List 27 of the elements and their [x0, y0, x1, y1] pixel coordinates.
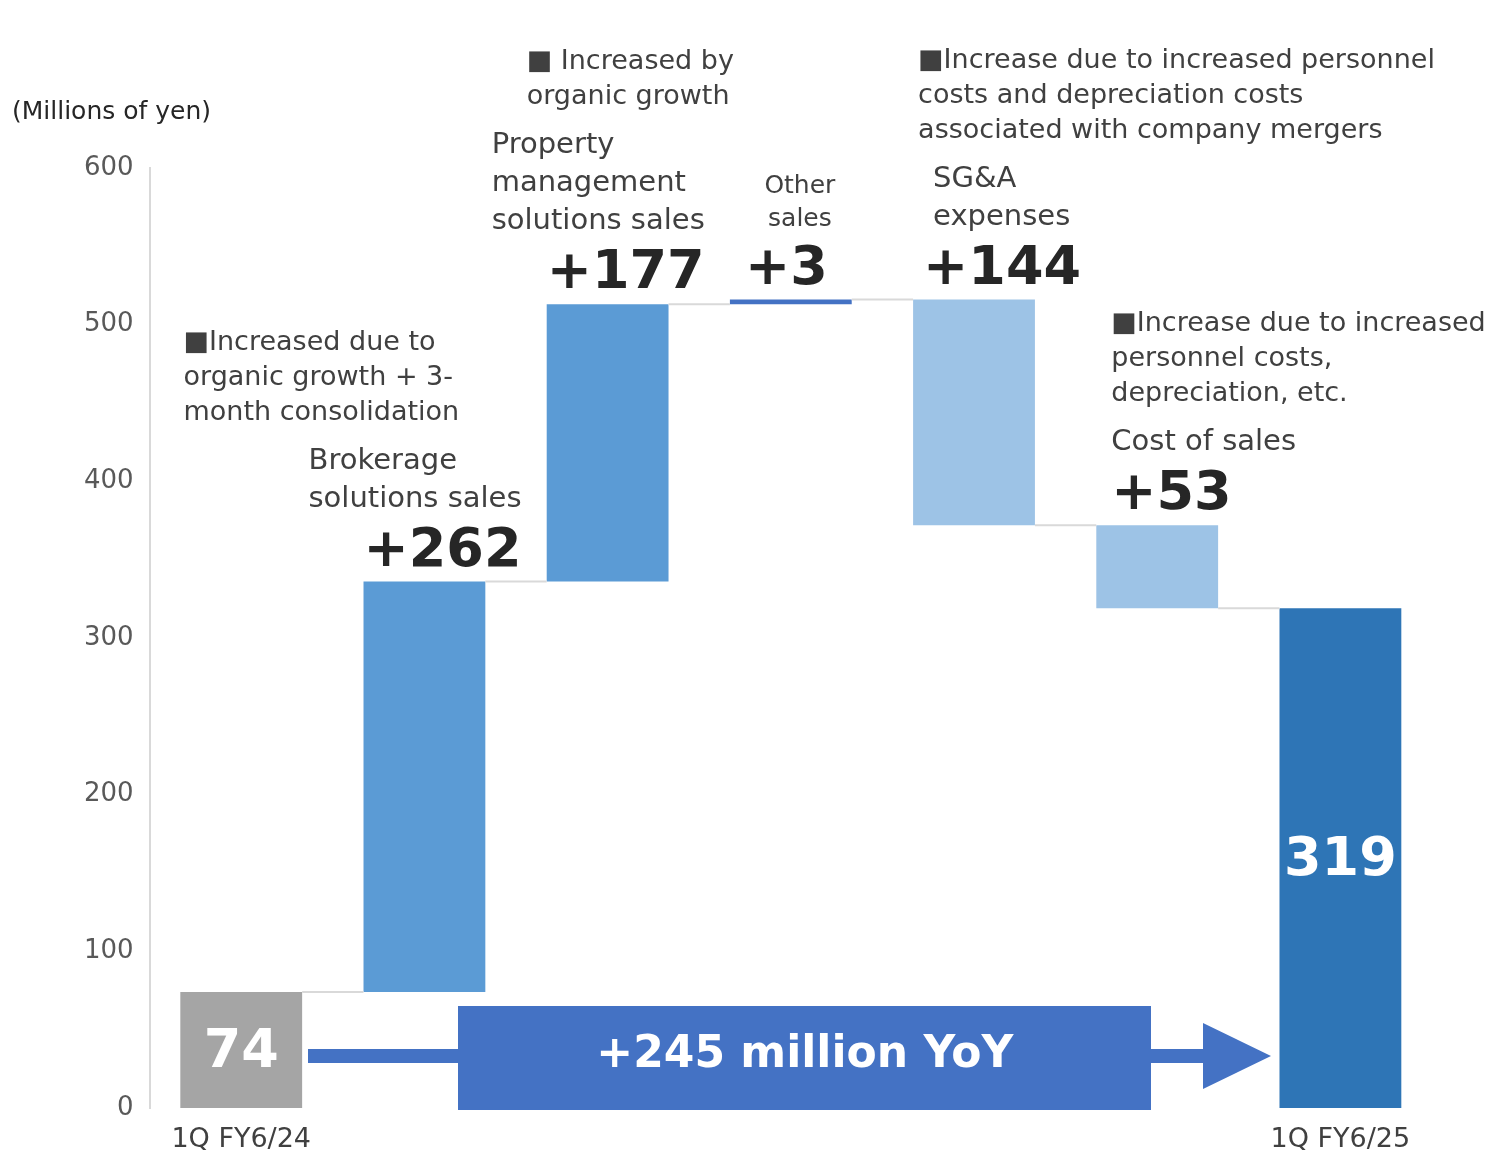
x-tick-label: Property management solutions sales [491, 125, 706, 239]
x-tick-label: SG&A expenses [933, 158, 1072, 234]
y-axis-title: (Millions of yen) [12, 96, 212, 125]
annotation: +245 million YoY [595, 1026, 1015, 1077]
y-tick-label: 300 [83, 620, 134, 651]
data-label: +144 [923, 233, 1082, 298]
y-tick-label: 400 [83, 464, 134, 495]
data-label: 319 [1283, 825, 1398, 889]
x-tick-label: 1Q FY6/25 [1269, 1122, 1412, 1152]
text: ■ Increased by organic growth [526, 43, 735, 113]
x-tick-label: 1Q FY6/24 [170, 1122, 313, 1152]
y-tick-label: 500 [83, 307, 134, 338]
data-label: +3 [744, 233, 828, 298]
data-label: 74 [202, 1017, 280, 1081]
annotation: ■Increased due to organic growth + 3-month consolidation [183, 323, 461, 428]
y-tick-label: 0 [117, 1090, 134, 1121]
data-label: +177 [546, 238, 705, 303]
x-tick-label: Brokerage solutions sales [308, 440, 523, 516]
data-label: +53 [1111, 459, 1232, 524]
data-label: +262 [363, 515, 522, 580]
annotation: ■Increase due to increased personnel costs, depreciation, etc. [1111, 305, 1487, 410]
y-tick-label: 100 [83, 934, 134, 965]
y-tick-label: 600 [83, 150, 134, 181]
text: ■Increase due to increased personnel costs and depreciation costs associated with company mergers [918, 41, 1436, 146]
x-tick-label: Cost of sales [1111, 422, 1298, 460]
x-tick-label: Other sales [763, 168, 837, 234]
y-tick-label: 200 [83, 777, 134, 808]
